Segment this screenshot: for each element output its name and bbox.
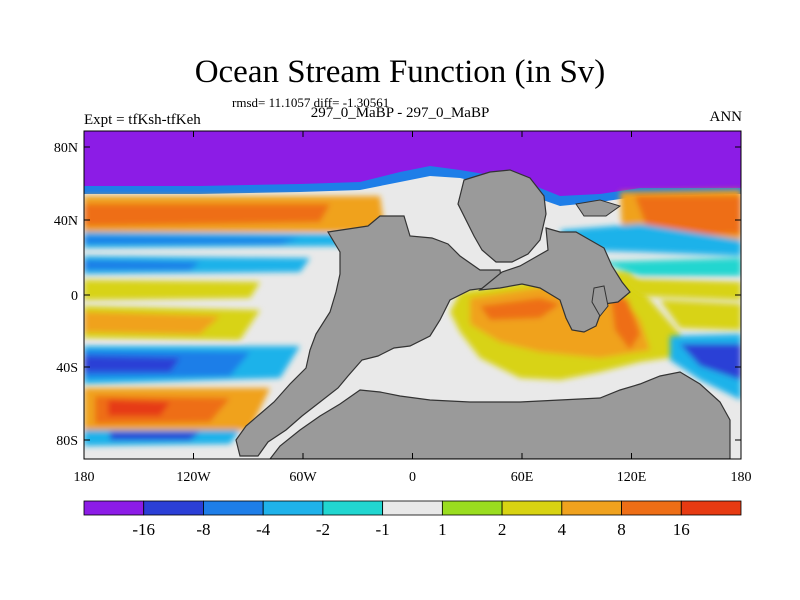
colorbar-swatch: [83, 500, 145, 516]
colorbar-label: 4: [558, 520, 567, 539]
colorbar-swatch: [441, 500, 503, 516]
colorbar-swatch: [322, 500, 384, 516]
colorbar-swatch: [382, 500, 443, 516]
land-south-continent: [269, 371, 731, 459]
colorbar-swatch: [262, 500, 324, 516]
x-tick-label: 0: [409, 470, 416, 485]
map-plot-area: [84, 131, 741, 459]
colorbar-label: -1: [376, 520, 390, 539]
colorbar-label: 1: [438, 520, 447, 539]
land-africa-eurasia: [478, 227, 631, 333]
y-tick-label: 40N: [54, 214, 78, 229]
arctic-contour-band: [84, 131, 741, 198]
colorbar-label: -2: [316, 520, 330, 539]
y-tick-label: 40S: [56, 361, 78, 376]
x-tick-label: 120E: [617, 470, 647, 485]
land-greenland: [457, 169, 547, 263]
plot-title: Ocean Stream Function (in Sv): [194, 54, 606, 90]
tropical-pacific-bands: [84, 280, 300, 384]
colorbar-label: -4: [256, 520, 271, 539]
colorbar-label: -16: [132, 520, 155, 539]
colorbar-label: -8: [196, 520, 210, 539]
stats-label: rmsd= 11.1057 diff= -1.30561: [232, 95, 390, 110]
colorbar-swatch: [143, 500, 204, 516]
northeast-gyre: [560, 190, 741, 330]
colorbar-swatch: [501, 500, 563, 516]
x-tick-label: 60E: [511, 470, 534, 485]
experiment-label: Expt = tfKsh-tfKeh: [84, 112, 201, 128]
y-tick-label: 80S: [56, 434, 78, 449]
southeast-blue-region: [670, 334, 741, 400]
colorbar-swatch: [203, 500, 264, 516]
x-tick-label: 60W: [289, 470, 317, 485]
colorbar-swatch: [561, 500, 622, 516]
colorbar-label: 2: [498, 520, 507, 539]
season-label: ANN: [709, 109, 743, 125]
land-small-island: [575, 199, 622, 217]
y-tick-label: 0: [71, 289, 78, 304]
arctic-edge: [84, 166, 741, 206]
plot-subtitle: 297_0_MaBP - 297_0_MaBP: [310, 105, 490, 121]
x-tick-label: 120W: [176, 470, 211, 485]
southern-ocean-bands: [84, 388, 270, 446]
axis-ticks: 180 120W 60W 0 60E 120E 180 80N 40N 0 40S 80S: [54, 131, 752, 485]
x-tick-label: 180: [731, 470, 752, 485]
colorbar-label: 8: [617, 520, 626, 539]
x-tick-label: 180: [74, 470, 95, 485]
land-small-island-2: [591, 285, 609, 317]
y-tick-label: 80N: [54, 141, 78, 156]
colorbar: -16 -8 -4 -2 -1 1 2 4 8 16: [83, 500, 742, 539]
north-pacific-gyre: [84, 196, 385, 274]
land-americas: [235, 215, 503, 457]
colorbar-label: 16: [673, 520, 690, 539]
colorbar-swatch: [680, 500, 742, 516]
colorbar-swatch: [621, 500, 682, 516]
